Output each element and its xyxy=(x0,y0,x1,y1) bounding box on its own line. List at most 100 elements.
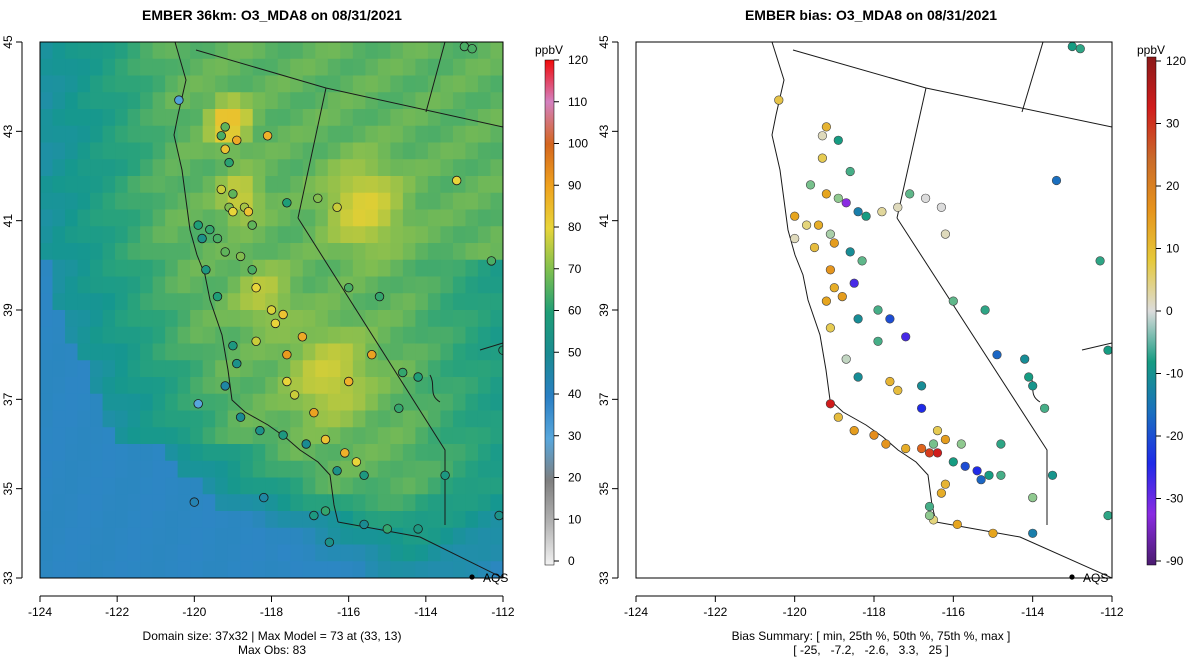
station-marker xyxy=(270,318,281,329)
model-grid-cell xyxy=(127,360,141,378)
station-marker xyxy=(224,157,234,168)
bias-marker xyxy=(809,242,820,253)
model-grid-cell xyxy=(115,142,129,160)
model-grid-cell xyxy=(102,511,116,529)
model-grid-cell xyxy=(40,192,54,211)
model-grid-cell xyxy=(202,75,216,93)
model-grid-cell xyxy=(477,410,492,428)
model-grid-cell xyxy=(290,343,304,361)
station-marker xyxy=(228,341,238,351)
model-grid-cell xyxy=(77,544,91,562)
model-grid-cell xyxy=(90,192,104,211)
model-grid-cell xyxy=(152,410,166,428)
state-border xyxy=(896,87,927,219)
model-grid-cell xyxy=(427,427,442,445)
model-grid-cell xyxy=(240,159,254,177)
model-grid-cell xyxy=(315,109,329,127)
model-grid-cell xyxy=(140,159,154,177)
model-grid-cell xyxy=(77,226,91,244)
model-grid-cell xyxy=(265,444,279,462)
model-grid-cell xyxy=(427,494,442,512)
model-grid-cell xyxy=(340,92,354,110)
model-grid-cell xyxy=(65,544,79,562)
model-grid-cell xyxy=(227,109,241,127)
model-grid-cell xyxy=(227,176,241,194)
model-grid-cell xyxy=(90,142,104,160)
model-grid-cell xyxy=(302,527,316,546)
bias-marker xyxy=(996,439,1006,449)
model-grid-cell xyxy=(277,460,291,479)
model-grid-cell xyxy=(52,444,66,462)
model-grid-cell xyxy=(465,226,479,244)
model-grid-cell xyxy=(427,209,442,227)
model-grid-cell xyxy=(427,243,442,261)
model-grid-cell xyxy=(65,92,79,110)
model-grid-cell xyxy=(277,243,291,261)
model-grid-cell xyxy=(290,226,304,244)
model-grid-cell xyxy=(140,209,154,227)
model-grid-cell xyxy=(327,494,341,512)
model-grid-cell xyxy=(127,377,141,395)
model-grid-cell xyxy=(227,276,241,294)
model-grid-cell xyxy=(327,58,341,77)
colorbar-tick-label: 0 xyxy=(1166,304,1173,318)
model-grid-cell xyxy=(327,511,341,529)
model-grid-cell xyxy=(402,377,416,395)
model-grid-cell xyxy=(415,243,429,261)
model-grid-cell xyxy=(402,58,416,77)
model-grid-cell xyxy=(327,176,341,194)
state-border xyxy=(479,342,503,351)
model-grid-cell xyxy=(152,326,166,345)
model-grid-cell xyxy=(252,192,266,211)
model-grid-cell xyxy=(290,310,304,328)
model-grid-cell xyxy=(215,109,229,127)
model-grid-cell xyxy=(415,343,429,361)
x-tick-label: -112 xyxy=(1100,605,1123,619)
model-grid-cell xyxy=(390,326,404,345)
station-marker xyxy=(189,497,200,507)
model-grid-cell xyxy=(40,75,54,93)
model-grid-cell xyxy=(165,477,179,495)
model-grid-cell xyxy=(152,460,166,479)
model-grid-cell xyxy=(152,42,166,60)
model-grid-cell xyxy=(315,42,329,60)
model-grid-cell xyxy=(152,209,166,227)
state-border xyxy=(935,521,1112,578)
model-grid-cell xyxy=(352,142,366,160)
model-grid-cell xyxy=(215,42,229,60)
model-grid-cell xyxy=(340,527,354,546)
model-grid-cell xyxy=(340,310,354,328)
model-grid-cell xyxy=(402,326,416,345)
model-grid-cell xyxy=(390,75,404,93)
model-grid-cell xyxy=(390,377,404,395)
model-grid-cell xyxy=(427,92,442,110)
model-grid-cell xyxy=(127,192,141,211)
model-grid-cell xyxy=(290,276,304,294)
model-grid-cell xyxy=(165,427,179,445)
model-grid-cell xyxy=(427,410,442,428)
model-grid-cell xyxy=(152,377,166,395)
model-grid-cell xyxy=(140,92,154,110)
model-grid-cell xyxy=(277,477,291,495)
model-grid-cell xyxy=(40,92,54,110)
y-tick-label: 39 xyxy=(1,303,15,317)
model-grid-cell xyxy=(302,276,316,294)
model-grid-cell xyxy=(140,427,154,445)
model-grid-cell xyxy=(127,243,141,261)
model-grid-cell xyxy=(215,75,229,93)
model-grid-cell xyxy=(215,92,229,110)
model-grid-cell xyxy=(52,125,66,144)
model-grid-cell xyxy=(252,410,266,428)
model-grid-cell xyxy=(452,125,467,144)
model-grid-cell xyxy=(190,460,204,479)
model-grid-cell xyxy=(140,393,154,412)
model-grid-cell xyxy=(440,58,454,77)
model-grid-cell xyxy=(377,410,391,428)
model-grid-cell xyxy=(77,243,91,261)
model-grid-cell xyxy=(165,527,179,546)
model-grid-cell xyxy=(377,326,391,345)
model-grid-cell xyxy=(352,75,366,93)
model-grid-cell xyxy=(115,527,129,546)
model-grid-cell xyxy=(315,92,329,110)
model-grid-cell xyxy=(377,561,391,578)
